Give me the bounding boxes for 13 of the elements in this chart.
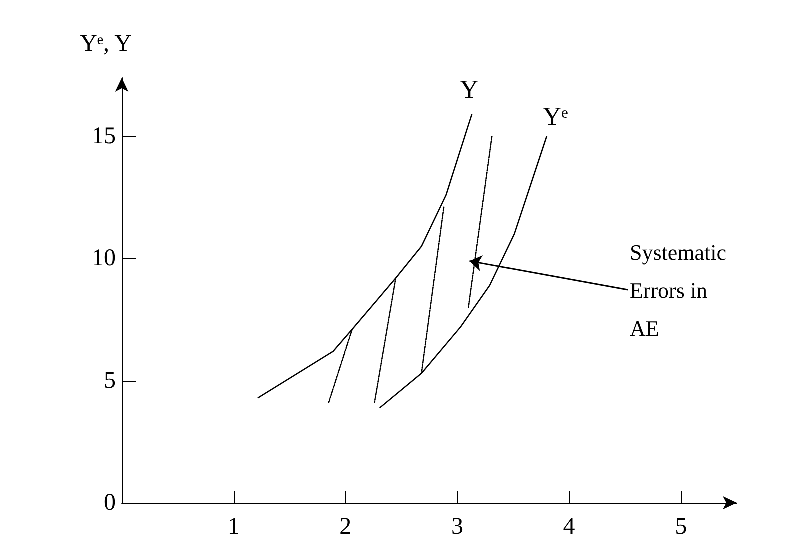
- series-label: Yᵉ: [542, 102, 569, 132]
- x-tick-label: 3: [451, 514, 464, 540]
- y-tick-label: 15: [92, 124, 116, 150]
- x-tick-label: 1: [228, 514, 240, 540]
- y-tick-label: 5: [104, 368, 116, 394]
- annotation: Systematic Errors in AE: [630, 240, 732, 341]
- y-tick-label: 0: [104, 490, 116, 516]
- x-tick-label: 4: [563, 514, 576, 540]
- x-tick-label: 5: [675, 514, 688, 540]
- y-tick-label: 10: [92, 246, 116, 272]
- series-label: Y: [460, 75, 479, 104]
- y-axis-title: Yᵉ, Y: [80, 31, 132, 57]
- x-tick-label: 2: [340, 514, 352, 540]
